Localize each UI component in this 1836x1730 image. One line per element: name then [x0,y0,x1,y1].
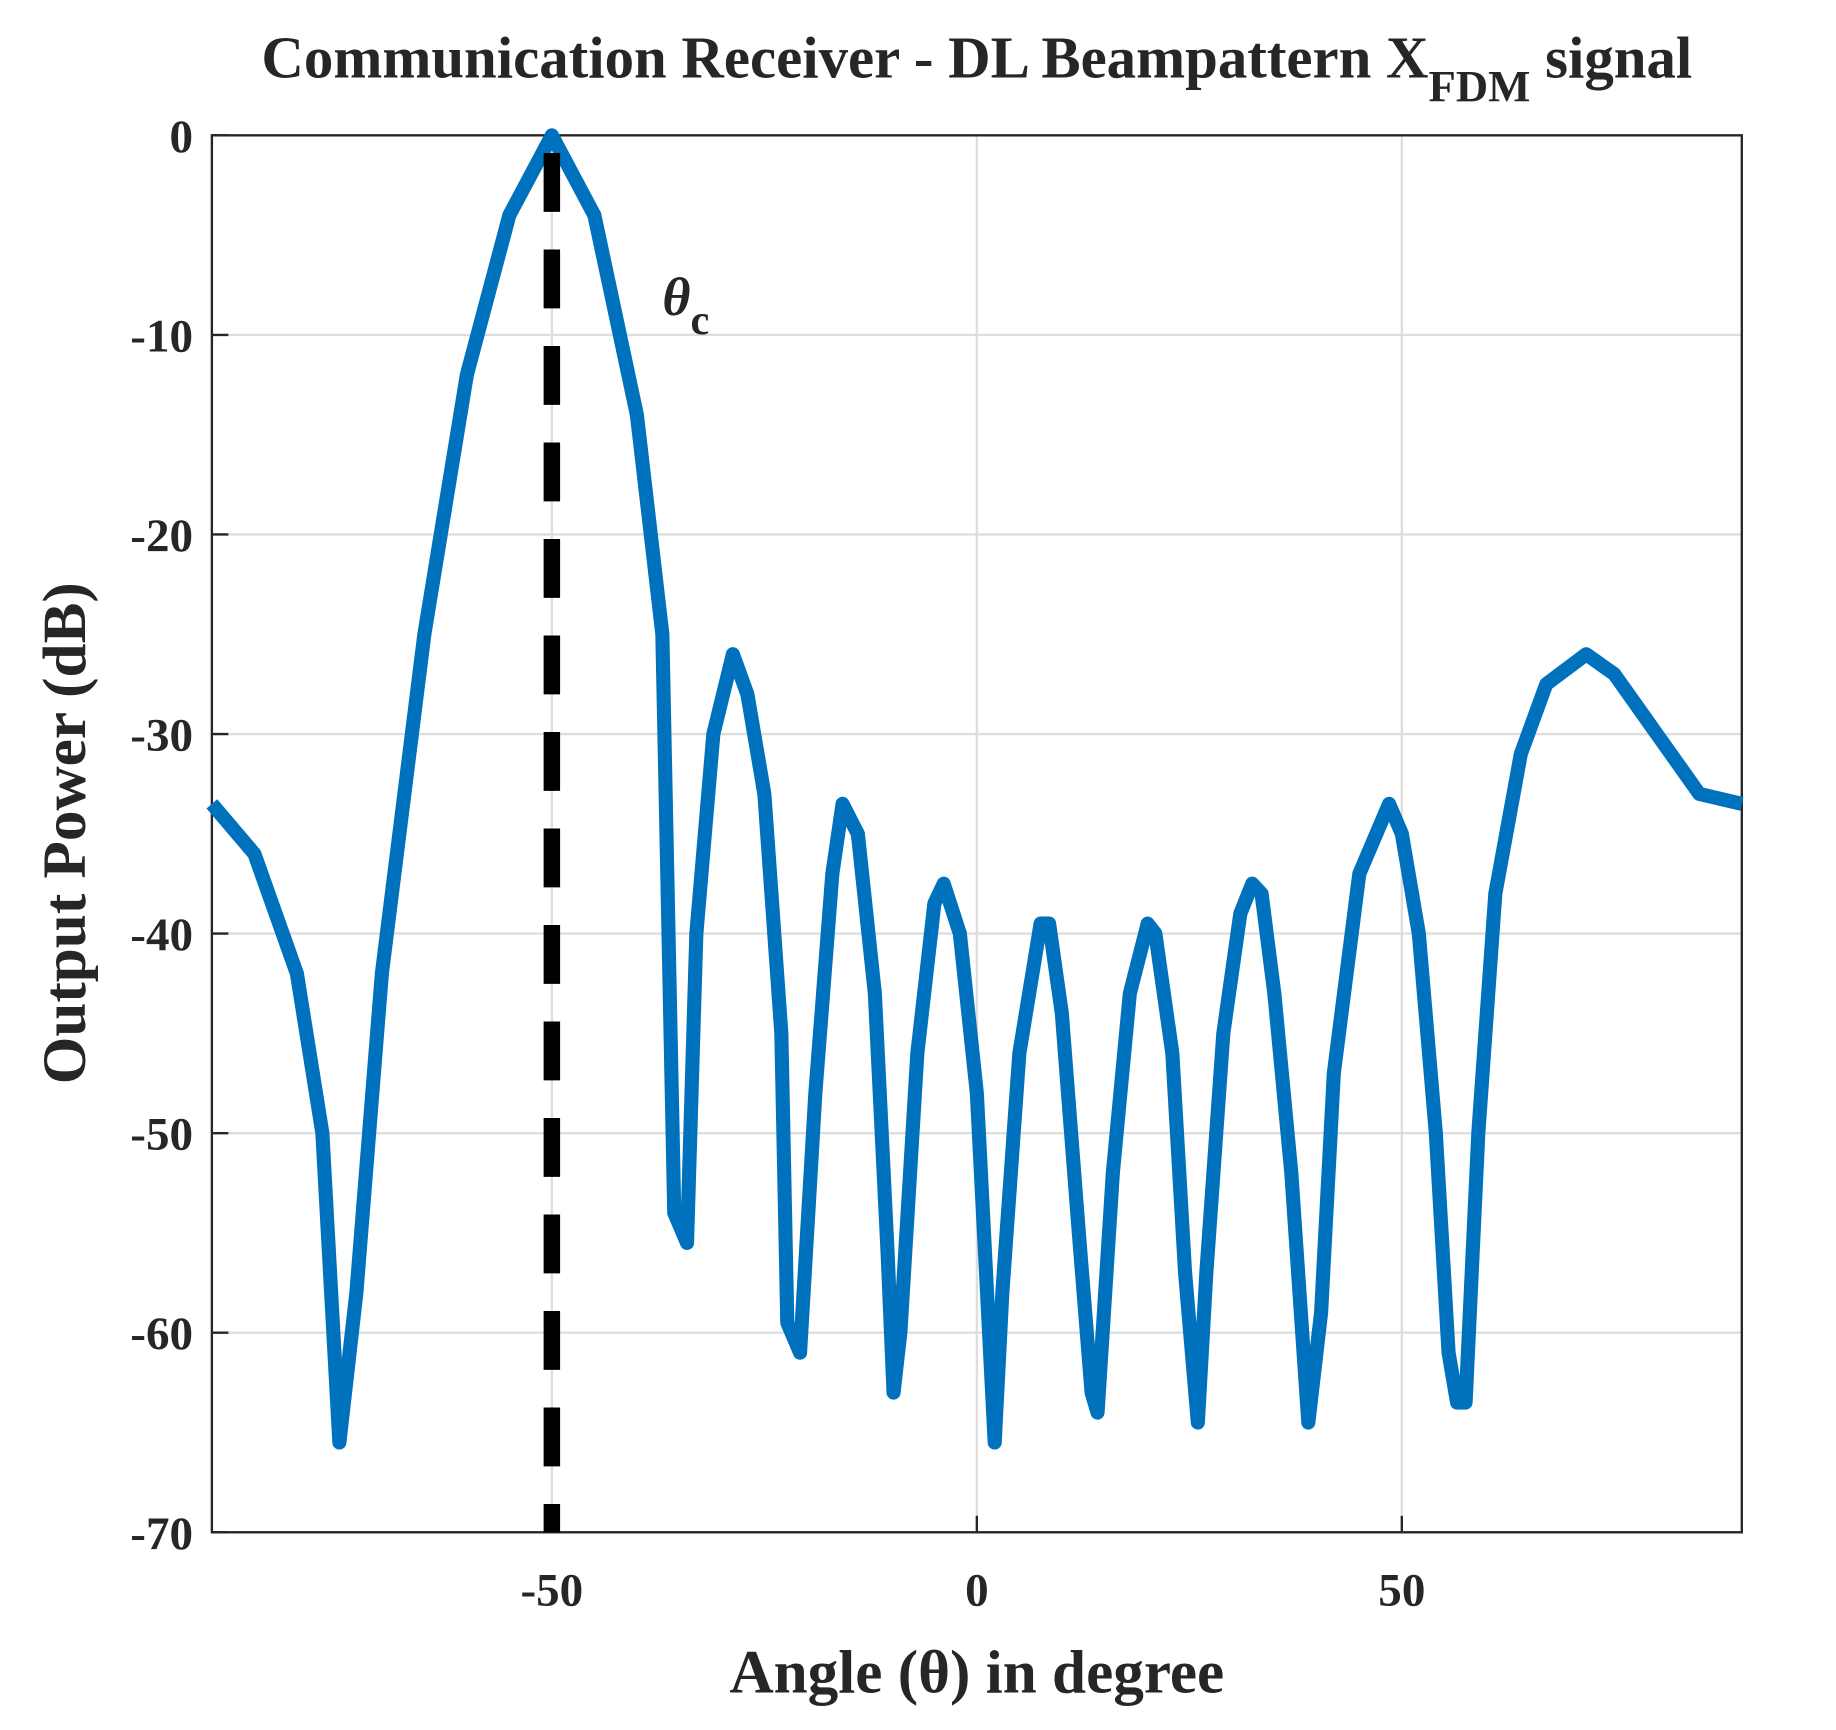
title-main: Communication Receiver - DL Beampattern … [261,26,1428,91]
y-axis-label: Output Power (dB) [31,582,99,1084]
x-axis-label: Angle (θ) in degree [729,1638,1224,1706]
plot-frame [210,134,1743,1534]
y-tick-label: -50 [130,1109,193,1161]
y-tick-label: -60 [130,1308,193,1360]
y-tick-label: -30 [130,710,193,762]
annotation: θc [662,267,709,344]
y-tick-label: 0 [170,111,194,163]
y-tick-label: -20 [130,510,193,562]
annotation-sub: c [690,297,709,344]
annotation-symbol: θ [662,267,690,327]
x-tick-label: 0 [965,1564,989,1616]
data-line [206,128,1744,1450]
y-tick-label: -70 [130,1508,193,1560]
title-tail: signal [1530,26,1692,91]
x-tick-label: -50 [520,1564,583,1616]
y-tick-label: -10 [130,310,193,362]
chart-title: Communication Receiver - DL Beampattern … [261,26,1692,112]
x-tick-label: 50 [1378,1564,1425,1616]
y-tick-label: -40 [130,909,193,961]
title-sub: FDM [1429,61,1531,111]
